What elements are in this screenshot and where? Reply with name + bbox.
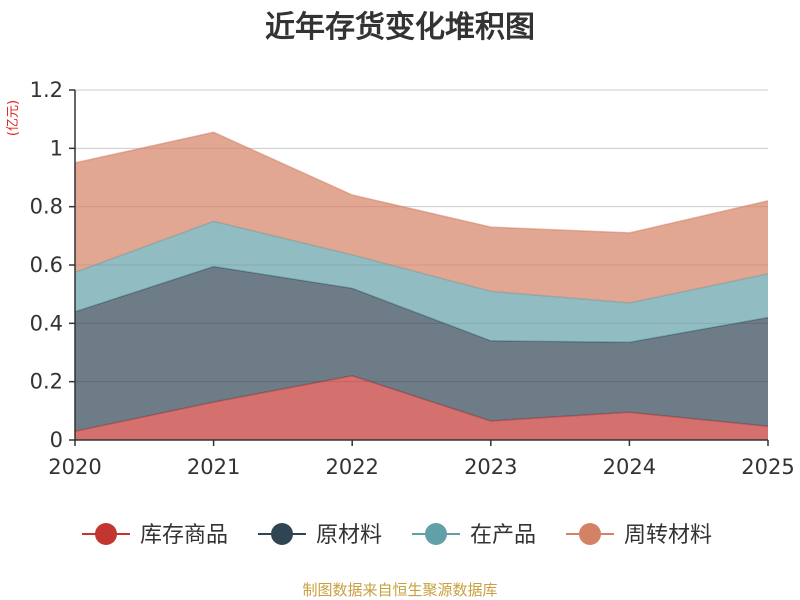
legend-item-4[interactable]: 周转材料 (566, 523, 712, 548)
y-tick-label: 0 (50, 428, 63, 452)
x-tick-label: 2023 (464, 455, 517, 479)
legend-label: 原材料 (316, 523, 382, 548)
x-tick-label: 2020 (48, 455, 101, 479)
source-note: 制图数据来自恒生聚源数据库 (302, 581, 497, 599)
legend-item-3[interactable]: 在产品 (412, 523, 536, 548)
legend: 库存商品 原材料 在产品 周转材料 (82, 523, 712, 548)
y-tick-label: 0.2 (30, 370, 63, 394)
legend-marker (425, 523, 447, 545)
legend-marker (271, 523, 293, 545)
area-3 (75, 221, 768, 343)
x-tick-label: 2021 (187, 455, 240, 479)
y-tick-label: 0.4 (30, 311, 63, 335)
x-tick-label: 2022 (325, 455, 378, 479)
x-tick-label: 2025 (741, 455, 794, 479)
y-tick-label: 1 (50, 136, 63, 160)
y-tick-label: 0.8 (30, 195, 63, 219)
y-tick-label: 0.6 (30, 253, 63, 277)
area-4 (75, 132, 768, 303)
area-2 (75, 266, 768, 432)
y-axis-unit-label: (亿元) (6, 100, 21, 136)
legend-item-1[interactable]: 库存商品 (82, 523, 228, 548)
legend-marker (579, 523, 601, 545)
x-tick-label: 2024 (603, 455, 656, 479)
area-series-layer (74, 131, 769, 440)
y-tick-label: 1.2 (30, 78, 63, 102)
legend-label: 在产品 (470, 523, 536, 548)
legend-label: 库存商品 (140, 523, 228, 548)
series-line-4 (74, 131, 769, 234)
legend-item-2[interactable]: 原材料 (258, 523, 382, 548)
area-1 (75, 375, 768, 440)
chart-title: 近年存货变化堆积图 (265, 10, 535, 45)
axes: 0 0.2 0.4 0.6 0.8 1 1.2 2020 2021 2022 2023 2024 202… (30, 78, 795, 479)
legend-label: 周转材料 (624, 523, 712, 548)
legend-marker (95, 523, 117, 545)
